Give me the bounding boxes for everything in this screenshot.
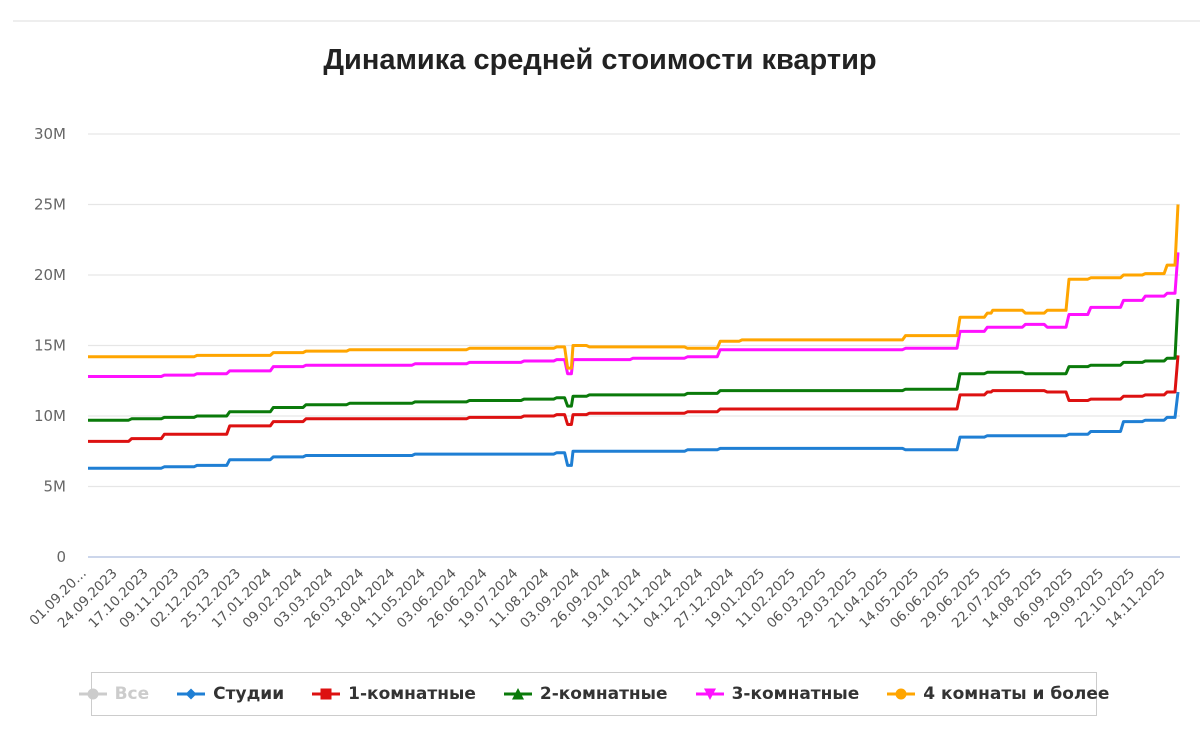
y-tick-label: 20M bbox=[34, 266, 66, 284]
series-lines bbox=[88, 204, 1180, 470]
y-tick-label: 25M bbox=[34, 196, 66, 214]
legend-item[interactable]: Студии bbox=[177, 684, 284, 704]
x-axis-labels: 01.09.20…24.09.202317.10.202309.11.20230… bbox=[26, 566, 1168, 632]
legend-square-marker-icon bbox=[312, 688, 341, 700]
y-tick-label: 30M bbox=[34, 125, 66, 143]
legend-label: Студии bbox=[213, 684, 285, 704]
legend-label: Все bbox=[114, 684, 150, 704]
legend-item[interactable]: Все bbox=[78, 684, 150, 704]
legend-triangle-down-marker-icon bbox=[695, 688, 724, 700]
legend-circle-marker-icon bbox=[887, 688, 916, 700]
y-tick-label: 0 bbox=[56, 548, 66, 566]
series-line[interactable] bbox=[88, 298, 1180, 422]
legend-label: 1-комнатные bbox=[348, 684, 476, 704]
series-line[interactable] bbox=[88, 252, 1180, 378]
line-chart: 0 5M 10M 15M 20M 25M 30M 01.09.20…24.09.202317… bbox=[26, 125, 1180, 632]
legend-item[interactable]: 1-комнатные bbox=[312, 684, 476, 704]
y-grid bbox=[88, 133, 1180, 558]
legend-label: 3-комнатные bbox=[731, 684, 860, 704]
legend-item[interactable]: 3-комнатные bbox=[695, 684, 860, 704]
legend-item[interactable]: 2-комнатные bbox=[503, 684, 668, 704]
legend-label: 2-комнатные bbox=[539, 684, 668, 704]
series-line[interactable] bbox=[88, 355, 1180, 443]
series-line[interactable] bbox=[88, 204, 1180, 370]
chart-title: Динамика средней стоимости квартир bbox=[323, 44, 877, 76]
legend-label: 4 комнаты и более bbox=[923, 684, 1110, 704]
y-tick-label: 5M bbox=[44, 478, 67, 496]
legend-circle-marker-icon bbox=[78, 688, 107, 700]
legend-item[interactable]: 4 комнаты и более bbox=[887, 684, 1109, 704]
y-tick-label: 15M bbox=[34, 337, 66, 355]
series-line[interactable] bbox=[88, 391, 1180, 470]
legend-triangle-marker-icon bbox=[503, 688, 532, 700]
y-axis-labels: 0 5M 10M 15M 20M 25M 30M bbox=[34, 125, 66, 566]
chart-legend: Все Студии 1-комнатные 2-комнатные 3-комнатн… bbox=[78, 672, 1109, 716]
legend-diamond-marker-icon bbox=[177, 688, 206, 700]
top-divider bbox=[13, 20, 1200, 22]
y-tick-label: 10M bbox=[34, 407, 66, 425]
